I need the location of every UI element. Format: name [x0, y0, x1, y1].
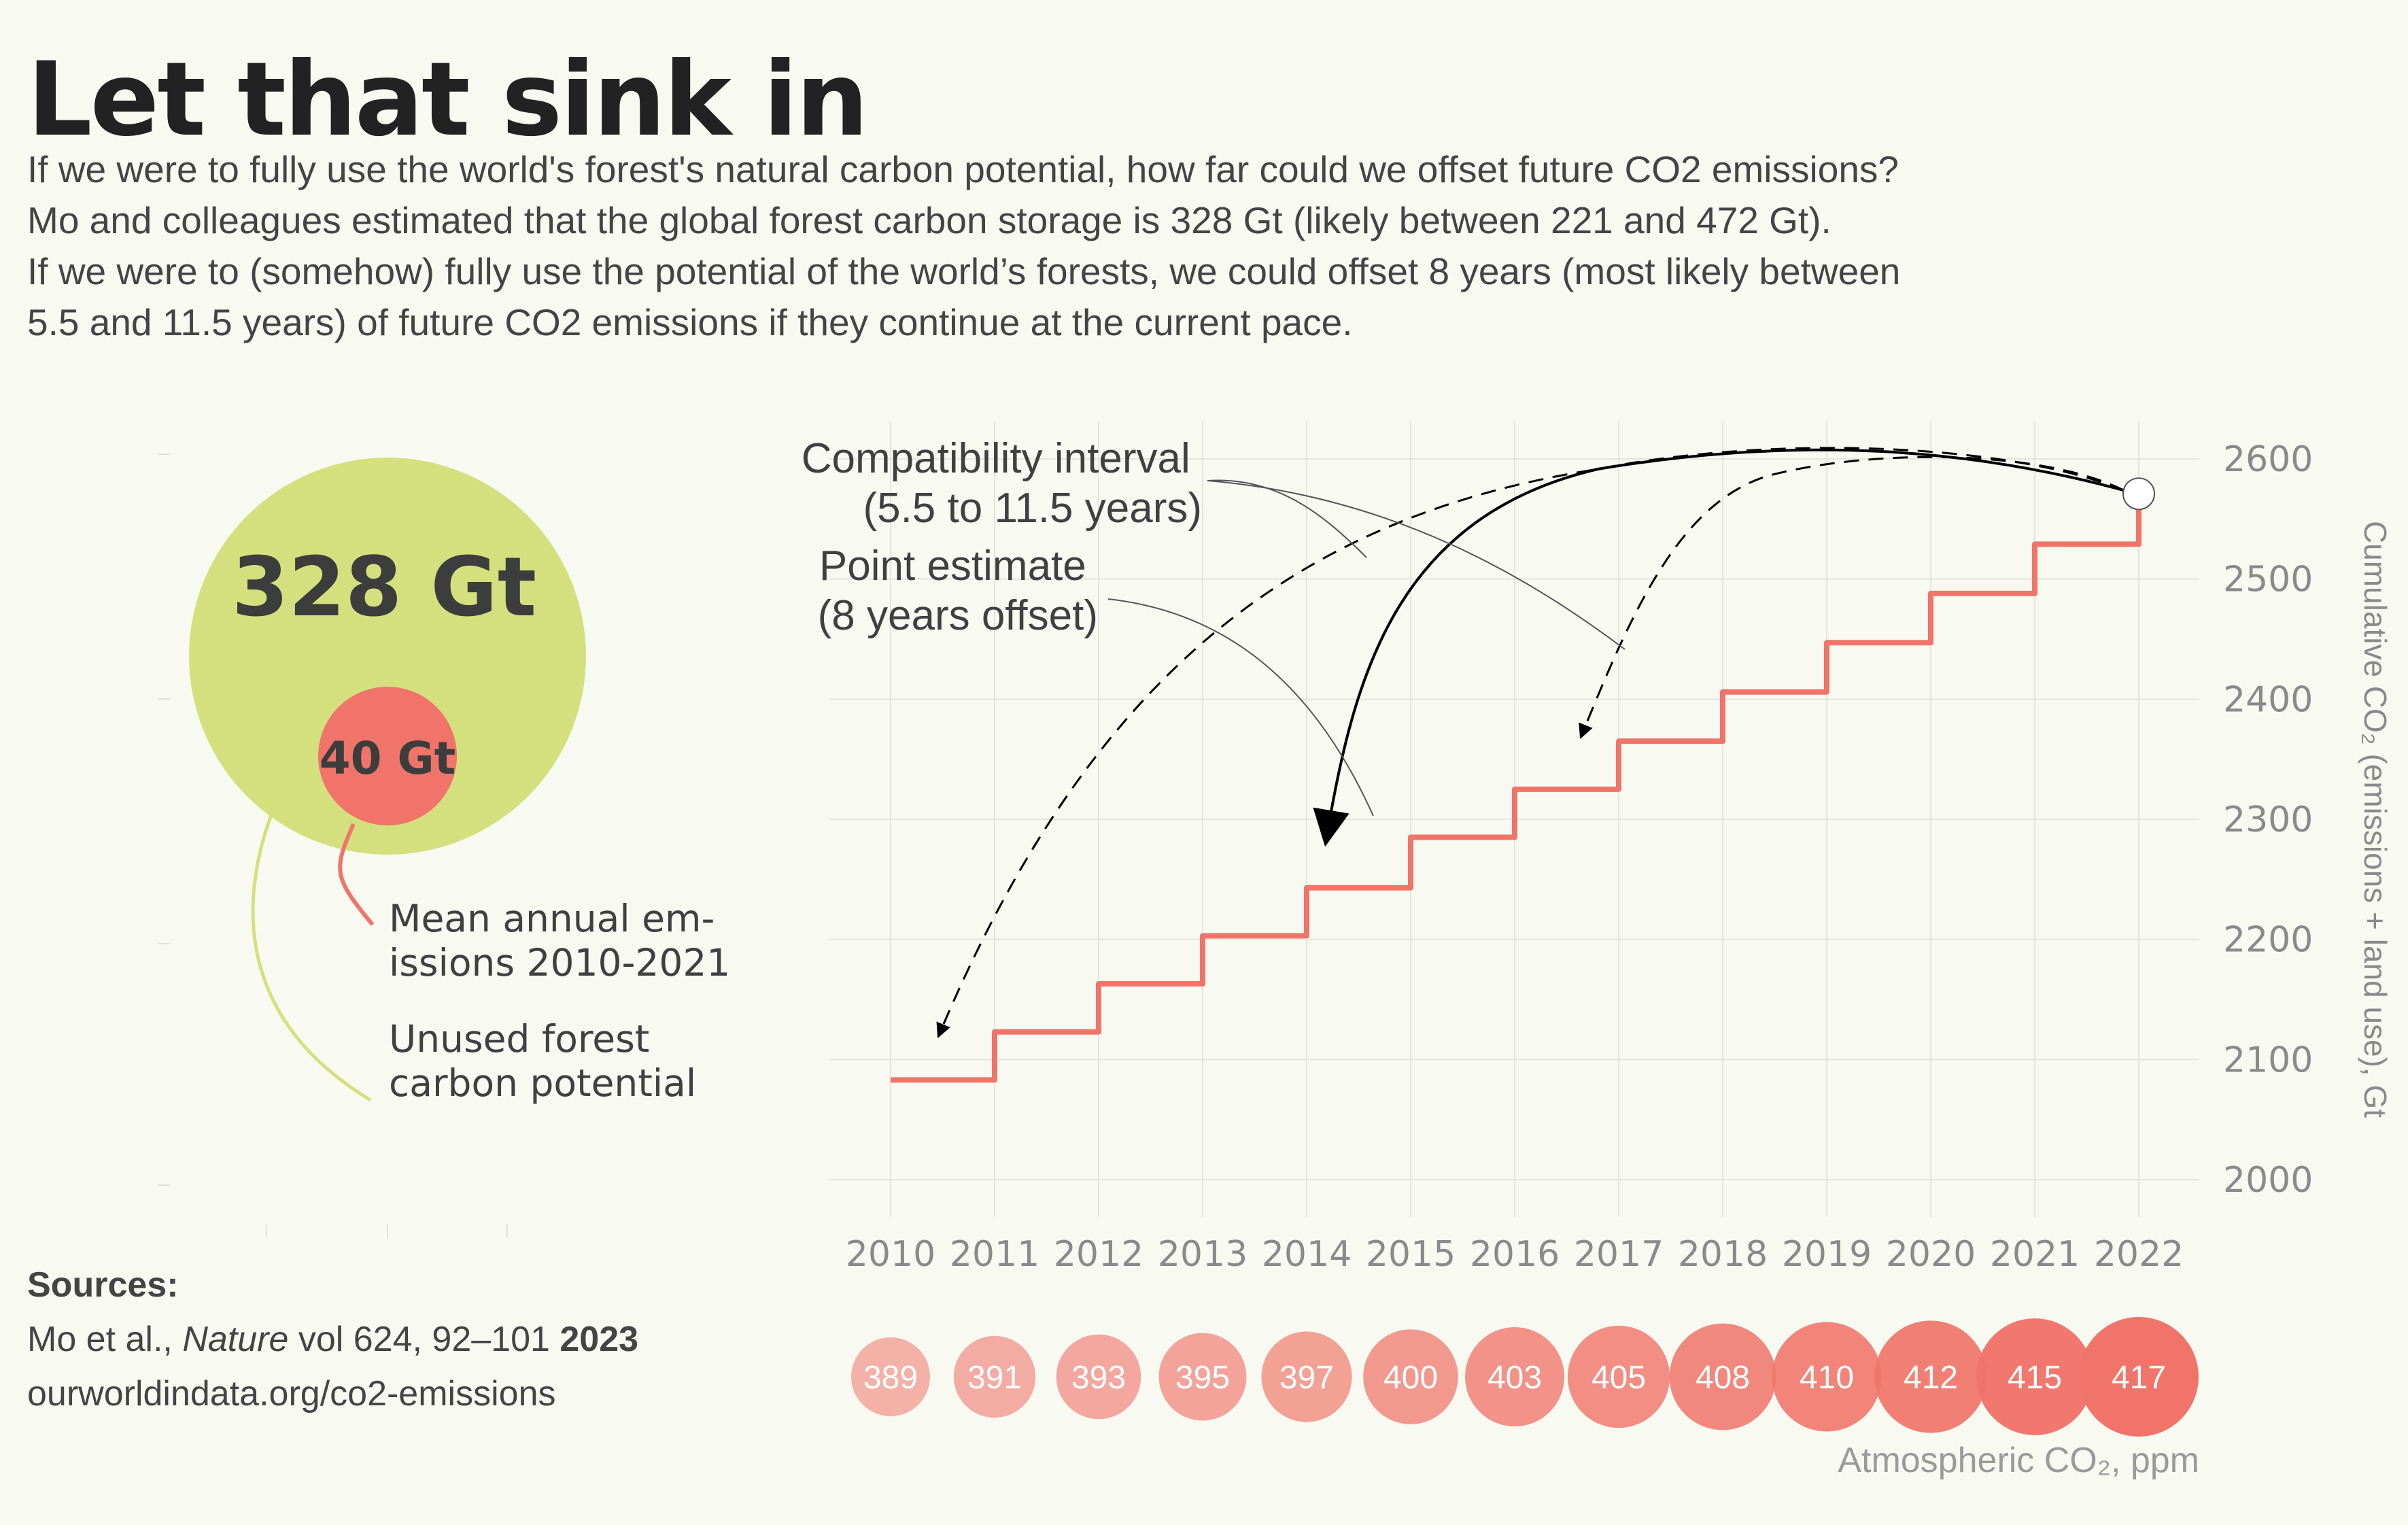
interval-high-arrow	[936, 447, 2125, 1039]
co2-bubble-label: 395	[1175, 1360, 1230, 1396]
interval-low-arrow	[1579, 456, 2125, 740]
source-citation: Mo et al., Nature vol 624, 92–101 2023	[27, 1312, 638, 1367]
subtitle-line: Mo and colleagues estimated that the glo…	[27, 199, 1831, 241]
x-axis-ticks: 2010 2011 2012 2013 2014 2015 2016 2017 2018 2019…	[846, 1234, 2184, 1275]
chart-grid	[829, 422, 2199, 1217]
co2-bubble-label: 410	[1800, 1360, 1854, 1396]
step-series	[891, 494, 2142, 1083]
current-total-marker	[2122, 477, 2155, 511]
x-tick-label: 2011	[950, 1234, 1039, 1275]
annotation-line: Point estimate	[819, 543, 1086, 589]
x-tick-label: 2012	[1054, 1234, 1143, 1275]
compat-interval-annotation: Compatibility interval (5.5 to 11.5 year…	[802, 435, 1202, 532]
annotation-line: (5.5 to 11.5 years)	[863, 485, 1202, 532]
x-tick-label: 2013	[1158, 1234, 1248, 1275]
sources: Sources: Mo et al., Nature vol 624, 92–1…	[27, 1258, 638, 1421]
point-estimate-annotation: Point estimate (8 years offset)	[818, 543, 1098, 639]
citation-authors: Mo et al.,	[27, 1320, 183, 1359]
co2-bubble-label: 393	[1071, 1360, 1126, 1396]
forest-legend-leader	[251, 812, 372, 1102]
co2-bubble-label: 397	[1279, 1360, 1334, 1396]
cumulative-step-line	[891, 477, 2155, 1083]
x-tick-label: 2016	[1470, 1234, 1560, 1275]
y-axis-label: Cumulative CO₂ (emissions + land use), G…	[2358, 521, 2393, 1118]
emissions-legend: Mean annual em- issions 2010-2021	[389, 897, 730, 984]
emissions-legend-line: Mean annual em-	[389, 897, 715, 940]
page-title: Let that sink in	[27, 41, 869, 159]
co2-bubble-label: 415	[2008, 1360, 2062, 1396]
co2-bubble	[1465, 1327, 1564, 1426]
annotation-line: (8 years offset)	[818, 592, 1098, 639]
annual-emissions-bubble	[318, 687, 457, 825]
x-tick-label: 2014	[1262, 1234, 1352, 1275]
subtitle: If we were to fully use the world's fore…	[27, 144, 2393, 348]
co2-bubble-label: 405	[1592, 1360, 1646, 1396]
forest-legend-line: carbon potential	[389, 1061, 696, 1105]
atmospheric-co2-row: 389 391 393 395 397 400 403 405 408 410 412 415 417	[851, 1317, 2199, 1437]
y-tick-label: 2400	[2223, 679, 2313, 720]
x-tick-label: 2010	[846, 1234, 935, 1275]
y-tick-label: 2500	[2223, 560, 2313, 600]
co2-bubble	[1261, 1331, 1352, 1422]
co2-bubble	[851, 1337, 930, 1416]
forest-potential-bubble	[189, 458, 586, 855]
forest-potential-label: 328 Gt	[232, 541, 536, 635]
point-leader	[1107, 598, 1374, 817]
citation-year: 2023	[560, 1320, 639, 1359]
co2-bubble	[2079, 1317, 2199, 1437]
y-axis-ticks: 2000 2100 2200 2300 2400 2500 2600	[2223, 439, 2313, 1201]
forest-legend: Unused forest carbon potential	[389, 1017, 696, 1105]
y-tick-label: 2200	[2223, 920, 2313, 961]
compat-leader-high	[1207, 480, 1626, 650]
co2-bubble-label: 408	[1696, 1360, 1750, 1396]
y-tick-label: 2000	[2223, 1160, 2313, 1201]
co2-bubble	[1669, 1323, 1776, 1430]
forest-legend-line: Unused forest	[389, 1017, 649, 1061]
citation-journal: Nature	[182, 1320, 289, 1359]
y-tick-label: 2600	[2223, 439, 2313, 480]
co2-bubble	[1158, 1333, 1247, 1421]
co2-bubble-label: 389	[863, 1360, 918, 1396]
co2-bubble	[1567, 1325, 1670, 1428]
co2-row-title: Atmospheric CO₂, ppm	[1838, 1441, 2199, 1480]
subtitle-line: If we were to (somehow) fully use the po…	[27, 250, 1901, 292]
x-tick-label: 2020	[1886, 1234, 1976, 1275]
sources-header: Sources:	[27, 1265, 179, 1305]
annual-emissions-label: 40 Gt	[320, 732, 456, 785]
co2-bubble	[1976, 1318, 2093, 1435]
co2-bubble	[1363, 1329, 1458, 1424]
subtitle-line: 5.5 and 11.5 years) of future CO2 emissi…	[27, 301, 1353, 343]
co2-bubble	[1056, 1334, 1141, 1420]
co2-bubble-label: 391	[967, 1360, 1022, 1396]
co2-bubble	[953, 1335, 1036, 1418]
y-tick-label: 2300	[2223, 800, 2313, 840]
x-tick-label: 2019	[1782, 1234, 1872, 1275]
x-tick-label: 2021	[1990, 1234, 2080, 1275]
point-estimate-arrow	[1313, 448, 2125, 847]
x-tick-label: 2017	[1574, 1234, 1664, 1275]
citation-volume: vol 624, 92–101	[288, 1320, 560, 1359]
co2-bubble-label: 417	[2112, 1360, 2166, 1396]
co2-bubble-label: 403	[1487, 1360, 1542, 1396]
x-tick-label: 2018	[1678, 1234, 1768, 1275]
y-tick-label: 2100	[2223, 1040, 2313, 1080]
co2-bubble	[1874, 1320, 1987, 1433]
subtitle-line: If we were to fully use the world's fore…	[27, 148, 1899, 190]
co2-bubble-label: 400	[1383, 1360, 1438, 1396]
offset-arrows	[936, 447, 2125, 1039]
source-link[interactable]: ourworldindata.org/co2-emissions	[27, 1374, 556, 1413]
emissions-legend-leader	[338, 823, 375, 926]
co2-bubble-label: 412	[1904, 1360, 1958, 1396]
compat-leader-low	[1207, 479, 1367, 558]
annotation-line: Compatibility interval	[802, 435, 1190, 482]
co2-bubble	[1772, 1322, 1882, 1432]
emissions-legend-line: issions 2010-2021	[389, 941, 730, 984]
x-tick-label: 2015	[1366, 1234, 1456, 1275]
bubble-panel: 328 Gt 40 Gt Mean annual em- issions 201…	[158, 453, 730, 1237]
x-tick-label: 2022	[2094, 1234, 2184, 1275]
